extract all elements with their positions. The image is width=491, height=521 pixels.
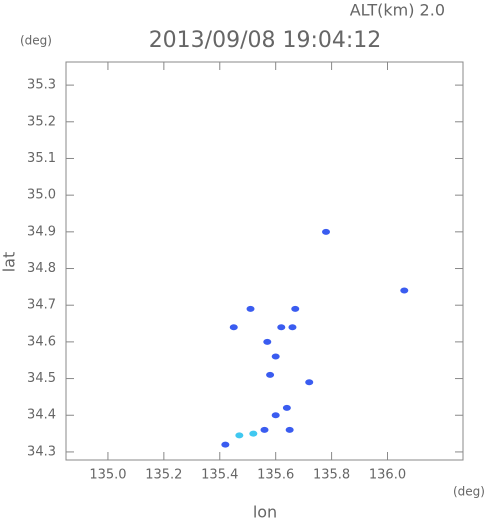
y-unit: (deg) bbox=[20, 34, 52, 48]
echo-point bbox=[282, 404, 291, 411]
echo-point bbox=[288, 324, 297, 331]
echo-point bbox=[263, 338, 272, 345]
echo-point bbox=[305, 379, 314, 386]
y-tick-label: 34.7 bbox=[27, 298, 56, 313]
y-tick-label: 34.9 bbox=[27, 224, 56, 239]
x-unit: (deg) bbox=[453, 485, 485, 499]
y-tick-label: 35.0 bbox=[27, 188, 56, 203]
y-tick-label: 35.3 bbox=[27, 78, 56, 93]
x-tick-label: 135.2 bbox=[145, 468, 182, 483]
echo-point bbox=[249, 430, 258, 437]
x-tick-label: 135.0 bbox=[89, 468, 126, 483]
chart-title: 2013/09/08 19:04:12 bbox=[149, 28, 382, 53]
echo-point bbox=[271, 412, 280, 419]
x-tick-label: 136.0 bbox=[369, 468, 406, 483]
echo-point bbox=[400, 287, 409, 294]
echo-point bbox=[221, 441, 230, 448]
echo-point bbox=[235, 432, 244, 439]
echo-point bbox=[277, 324, 286, 331]
echo-point bbox=[260, 426, 269, 433]
echo-point bbox=[322, 228, 331, 235]
x-tick-label: 135.6 bbox=[257, 468, 294, 483]
echo-point bbox=[285, 426, 294, 433]
echo-point bbox=[246, 305, 255, 312]
y-tick-label: 34.5 bbox=[27, 371, 56, 386]
annotation: ALT(km) 2.0 bbox=[350, 1, 445, 20]
x-tick-label: 135.8 bbox=[313, 468, 350, 483]
y-tick-label: 35.1 bbox=[27, 151, 56, 166]
echo-point bbox=[229, 324, 238, 331]
y-tick-label: 34.3 bbox=[27, 444, 56, 459]
y-tick-label: 34.8 bbox=[27, 261, 56, 276]
x-tick-label: 135.4 bbox=[201, 468, 238, 483]
y-tick-label: 34.6 bbox=[27, 334, 56, 349]
y-tick-label: 34.4 bbox=[27, 408, 56, 423]
y-tick-label: 35.2 bbox=[27, 114, 56, 129]
y-axis-label: lat bbox=[0, 252, 19, 273]
plot-frame bbox=[65, 61, 464, 461]
echo-point bbox=[271, 353, 280, 360]
echo-point bbox=[291, 305, 300, 312]
x-axis-label: lon bbox=[253, 503, 277, 521]
echo-point bbox=[266, 371, 275, 378]
